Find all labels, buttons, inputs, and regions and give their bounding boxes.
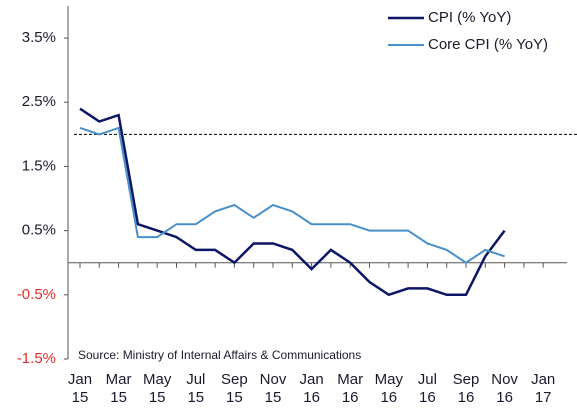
- x-tick-label: Jul 16: [417, 371, 437, 406]
- x-tick-label: Jan 17: [531, 371, 556, 406]
- x-tick-label: Jul 15: [186, 371, 206, 406]
- x-tick-label: Sep 15: [221, 371, 248, 406]
- x-tick-label: Sep 16: [452, 371, 480, 406]
- source-note: Source: Ministry of Internal Affairs & C…: [78, 348, 361, 362]
- series-line: [79, 107, 506, 297]
- x-tick-label: Nov 15: [259, 371, 287, 406]
- y-tick-label: 1.5%: [22, 157, 56, 174]
- x-tick-label: May 15: [143, 371, 172, 406]
- x-tick-label: Jan 16: [299, 371, 324, 406]
- legend-label: CPI (% YoY): [428, 9, 511, 26]
- y-tick-label: 3.5%: [22, 29, 56, 46]
- x-tick-label: Nov 16: [491, 371, 518, 406]
- x-tick-label: Mar 16: [337, 371, 364, 406]
- x-tick-label: May 16: [374, 371, 403, 406]
- x-tick-label: Mar 15: [105, 371, 132, 406]
- x-tick-label: Jan 15: [67, 371, 93, 406]
- y-tick-label: -0.5%: [17, 286, 56, 303]
- y-tick-label: -1.5%: [17, 350, 56, 367]
- y-tick-label: 2.5%: [22, 93, 56, 110]
- series-line: [79, 126, 505, 264]
- legend-label: Core CPI (% YoY): [428, 36, 548, 53]
- y-tick-label: 0.5%: [22, 222, 56, 239]
